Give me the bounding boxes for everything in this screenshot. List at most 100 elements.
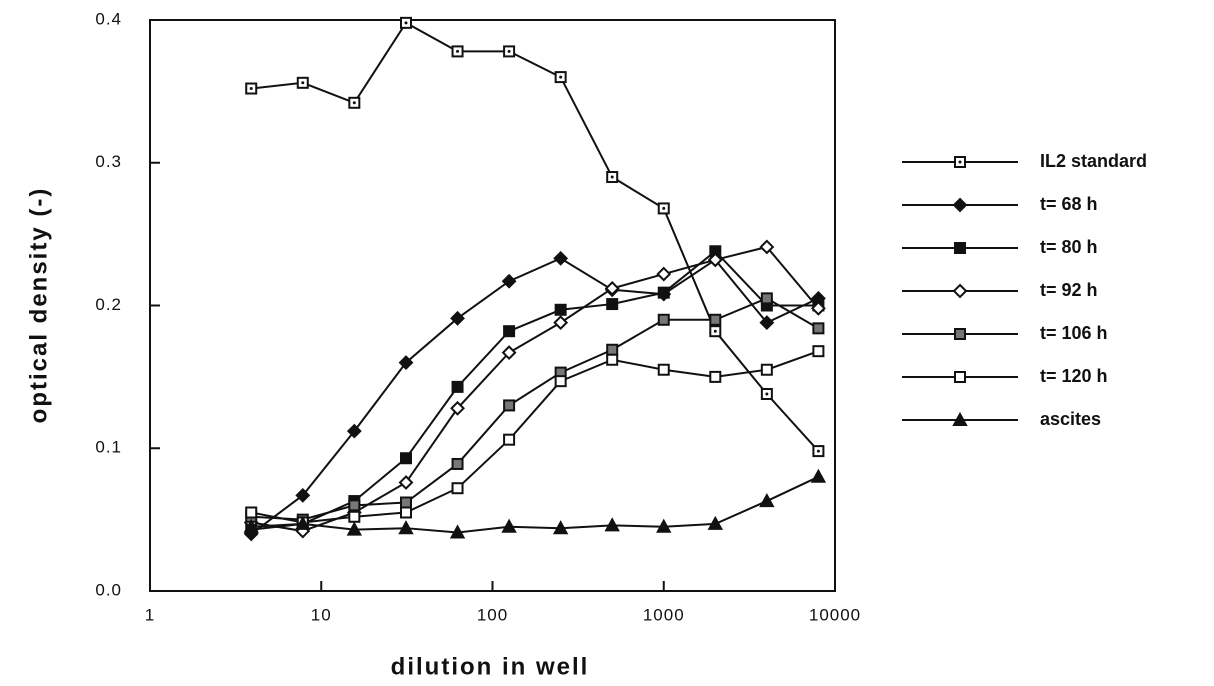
x-tick-label: 100: [477, 605, 508, 624]
marker-dot: [713, 329, 717, 333]
marker: [657, 313, 670, 326]
legend-label: IL2 standard: [1040, 151, 1147, 171]
legend-marker: [954, 371, 966, 383]
series-line: [251, 21, 820, 452]
legend-label: t= 68 h: [1040, 194, 1098, 214]
series-line: [251, 475, 819, 534]
x-tick-label: 10000: [809, 605, 861, 624]
plot-frame: [149, 19, 836, 592]
x-axis-label: dilution in well: [391, 653, 590, 680]
marker: [450, 310, 465, 326]
marker: [759, 492, 775, 508]
legend-label: t= 106 h: [1040, 323, 1108, 343]
marker-dot: [662, 206, 666, 210]
marker: [554, 375, 567, 388]
marker: [399, 506, 412, 519]
marker-dot: [456, 49, 460, 53]
marker: [450, 400, 465, 416]
marker: [657, 363, 670, 376]
legend-marker: [954, 242, 966, 254]
marker: [707, 252, 723, 268]
marker: [606, 298, 619, 311]
y-tick-label: 0.0: [95, 580, 122, 599]
marker: [656, 266, 672, 282]
marker: [503, 325, 516, 338]
marker: [503, 433, 516, 446]
marker: [552, 520, 569, 535]
marker: [398, 475, 414, 490]
y-axis-label: optical density (-): [25, 187, 52, 424]
y-tick-label: 0.3: [95, 152, 122, 171]
marker: [812, 322, 825, 335]
marker: [812, 345, 825, 358]
marker: [606, 353, 619, 366]
marker: [810, 468, 827, 483]
marker: [604, 517, 620, 532]
x-tick-label: 1: [145, 605, 155, 624]
series-line: [251, 245, 820, 533]
marker: [399, 452, 412, 465]
marker: [451, 380, 464, 393]
marker: [760, 363, 773, 376]
series-line: [250, 257, 819, 535]
marker-dot: [765, 392, 769, 396]
marker: [503, 399, 516, 412]
legend-label: t= 92 h: [1040, 280, 1098, 300]
series-line: [251, 249, 819, 531]
x-tick-label: 10: [311, 605, 332, 624]
series-line: [251, 350, 819, 524]
legend-label: t= 80 h: [1040, 237, 1098, 257]
y-tick-label: 0.1: [95, 438, 122, 457]
marker: [501, 345, 517, 361]
marker: [760, 292, 773, 305]
marker: [553, 250, 569, 266]
marker: [243, 518, 259, 533]
marker: [348, 510, 361, 523]
marker: [707, 515, 723, 530]
x-tick-label: 1000: [643, 605, 685, 624]
marker: [449, 524, 466, 539]
legend-marker: [952, 283, 968, 299]
marker: [451, 457, 464, 470]
marker-dot: [559, 75, 563, 79]
marker: [709, 370, 722, 383]
marker: [295, 515, 311, 530]
marker: [810, 300, 826, 316]
marker: [759, 239, 775, 255]
marker: [554, 303, 567, 316]
marker-dot: [301, 81, 305, 85]
series-line: [251, 297, 819, 521]
legend-label: t= 120 h: [1040, 366, 1108, 386]
marker: [656, 518, 672, 533]
marker: [759, 315, 775, 331]
marker: [604, 280, 620, 296]
marker-dot: [249, 87, 253, 91]
marker: [709, 313, 722, 326]
marker: [399, 496, 412, 509]
legend-marker: [952, 197, 968, 213]
legend-marker: [952, 411, 968, 426]
marker-dot: [816, 449, 820, 453]
marker: [451, 482, 464, 495]
marker-dot: [404, 21, 408, 25]
legend-label: ascites: [1040, 409, 1101, 429]
marker: [346, 423, 362, 439]
marker-dot: [507, 49, 511, 53]
marker: [295, 487, 311, 503]
y-tick-label: 0.2: [95, 295, 122, 314]
marker: [398, 520, 414, 535]
legend-marker: [954, 328, 966, 340]
marker-dot: [958, 160, 962, 164]
marker: [398, 355, 414, 371]
marker: [501, 518, 517, 533]
marker-dot: [610, 175, 614, 179]
marker-dot: [352, 101, 356, 105]
marker: [348, 499, 361, 512]
y-tick-label: 0.4: [95, 9, 122, 28]
marker: [657, 286, 670, 299]
marker: [245, 506, 258, 519]
marker: [553, 315, 569, 331]
marker: [606, 343, 619, 356]
marker: [501, 273, 517, 289]
